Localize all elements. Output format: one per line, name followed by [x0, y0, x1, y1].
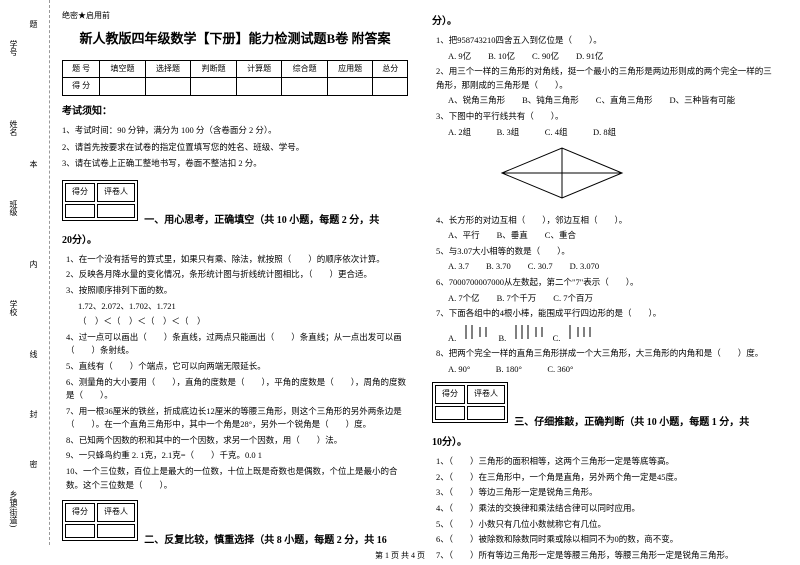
- q3-6: 6、（ ）被除数和除数同时乘或除以相同不为0的数，商不变。: [436, 533, 778, 547]
- page: 题 学号 姓名 本 班级 内 学校 线 封 密 乡镇(街道) 绝密★启用前 新人…: [0, 0, 800, 545]
- q3-3: 3、（ ）等边三角形一定是锐角三角形。: [436, 486, 778, 500]
- q3-5: 5、（ ）小数只有几位小数就称它有几位。: [436, 518, 778, 532]
- score-header: 题 号: [63, 60, 100, 78]
- q1-7: 7、用一根36厘米的铁丝，折成底边长12厘米的等腰三角形，则这个三角形的另外两条…: [66, 405, 408, 432]
- section3-cont: 10分）。: [432, 435, 778, 451]
- binding-label-school: 学校: [8, 300, 19, 316]
- scorebox-c2: 评卷人: [97, 503, 135, 522]
- score-header: 判断题: [191, 60, 237, 78]
- q2-2: 2、用三个一样的三角形的对角线，挺一个最小的三角形是两边形则成的两个完全一样的三…: [436, 65, 778, 92]
- binding-label-name: 姓名: [8, 120, 19, 136]
- q1-2: 2、反映各月降水量的变化情况，条形统计图与折线统计图相比，（ ）更合适。: [66, 268, 408, 282]
- q3-2: 2、（ ）在三角形中，一个角是直角，另外两个角一定是45度。: [436, 471, 778, 485]
- sticks-b: [512, 323, 546, 341]
- q3-4: 4、（ ）乘法的交换律和乘法结合律可以同时应用。: [436, 502, 778, 516]
- binding-char: 题: [28, 20, 39, 28]
- binding-char: 密: [28, 460, 39, 468]
- binding-char: 封: [28, 410, 39, 418]
- score-box: 得分评卷人: [432, 382, 508, 423]
- q2-6o: A. 7个亿 B. 7个千万 C. 7个百万: [448, 292, 778, 306]
- score-box: 得分评卷人: [62, 500, 138, 541]
- q1-10: 10、一个三位数，百位上是最大的一位数，十位上既是奇数也是偶数，个位上是最小的合…: [66, 465, 408, 492]
- sticks-c: [566, 323, 596, 341]
- binding-char: 本: [28, 160, 39, 168]
- q2-3: 3、下图中的平行线共有（ ）。: [436, 110, 778, 124]
- q2-2o: A、锐角三角形 B、钝角三角形 C、直角三角形 D、三种皆有可能: [448, 94, 778, 108]
- right-column: 分）。 1、把958743210四舍五入到亿位是（ ）。 A. 9亿 B. 10…: [420, 0, 790, 545]
- q1-3: 3、按照顺序排列下面的数。: [66, 284, 408, 298]
- content-columns: 绝密★启用前 新人教版四年级数学【下册】能力检测试题B卷 附答案 题 号 填空题…: [50, 0, 800, 545]
- left-column: 绝密★启用前 新人教版四年级数学【下册】能力检测试题B卷 附答案 题 号 填空题…: [50, 0, 420, 545]
- q1-1: 1、在一个没有括号的算式里，如果只有乘、除法，就按照（ ）的顺序依次计算。: [66, 253, 408, 267]
- section2-title: 二、反复比较，慎重选择（共 8 小题，每题 2 分，共 16: [144, 535, 387, 546]
- score-header: 计算题: [236, 60, 282, 78]
- q2-7-figs: A. B. C.: [448, 323, 778, 346]
- q1-6: 6、测量角的大小要用（ ），直角的度数是（ ），平角的度数是（ ），周角的度数是…: [66, 376, 408, 403]
- q2-5o: A. 3.7 B. 3.70 C. 30.7 D. 3.070: [448, 260, 778, 274]
- q2-4o: A、平行 B、垂直 C、重合: [448, 229, 778, 243]
- q1-3b: 1.72、2.072、1.702、1.721: [78, 300, 408, 314]
- q1-3c: （ ）＜（ ）＜（ ）＜（ ）: [78, 315, 408, 329]
- score-header: 总分: [373, 60, 408, 78]
- q1-4: 4、过一点可以画出（ ）条直线，过两点只能画出（ ）条直线；从一点出发可以画（ …: [66, 331, 408, 358]
- notice-title: 考试须知：: [62, 104, 408, 120]
- notice-item: 2、请首先按要求在试卷的指定位置填写您的姓名、班级、学号。: [62, 141, 408, 155]
- q1-8: 8、已知两个因数的积和其中的一个因数，求另一个因数，用（ ）法。: [66, 434, 408, 448]
- section3-title: 三、仔细推敲，正确判断（共 10 小题，每题 1 分，共: [514, 417, 749, 428]
- page-footer: 第 1 页 共 4 页: [0, 550, 800, 561]
- q2-7: 7、下面各组中的4根小棒，能围成平行四边形的是（ ）。: [436, 307, 778, 321]
- section1-title: 一、用心思考，正确填空（共 10 小题，每题 2 分，共: [144, 215, 379, 226]
- secret-label: 绝密★启用前: [62, 10, 408, 23]
- q2-3o: A. 2组 B. 3组 C. 4组 D. 8组: [448, 126, 778, 140]
- score-header: 应用题: [327, 60, 373, 78]
- opt-b: B.: [499, 333, 507, 343]
- section1-cont: 20分）。: [62, 233, 408, 249]
- q2-4: 4、长方形的对边互相（ ），邻边互相（ ）。: [436, 214, 778, 228]
- q2-1o: A. 9亿 B. 10亿 C. 90亿 D. 91亿: [448, 50, 778, 64]
- score-header: 选择题: [145, 60, 191, 78]
- scorebox-c1: 得分: [435, 385, 465, 404]
- q1-5: 5、直线有（ ）个端点，它可以向两端无限延长。: [66, 360, 408, 374]
- binding-char: 内: [28, 260, 39, 268]
- opt-c: C.: [553, 333, 561, 343]
- score-table: 题 号 填空题 选择题 判断题 计算题 综合题 应用题 总分 得 分: [62, 60, 408, 97]
- score-row2: 得 分: [63, 78, 100, 96]
- score-header: 填空题: [100, 60, 146, 78]
- q1-9: 9、一只蜂鸟约重 2. 1克，2.1克=（ ）千克。0.0 1: [66, 449, 408, 463]
- binding-char: 线: [28, 350, 39, 358]
- scorebox-c1: 得分: [65, 183, 95, 202]
- scorebox-c2: 评卷人: [97, 183, 135, 202]
- score-box: 得分评卷人: [62, 180, 138, 221]
- binding-label-town: 乡镇(街道): [8, 490, 19, 527]
- section2-cont: 分）。: [432, 14, 778, 30]
- rhombus-figure: [472, 143, 652, 203]
- q2-6: 6、7000700007000从左数起，第二个"7"表示（ ）。: [436, 276, 778, 290]
- binding-label-id: 学号: [8, 40, 19, 56]
- q3-1: 1、（ ）三角形的面积相等，这两个三角形一定是等底等高。: [436, 455, 778, 469]
- notice-item: 1、考试时间：90 分钟，满分为 100 分（含卷面分 2 分）。: [62, 124, 408, 138]
- q2-1: 1、把958743210四舍五入到亿位是（ ）。: [436, 34, 778, 48]
- sticks-a: [462, 323, 492, 341]
- exam-title: 新人教版四年级数学【下册】能力检测试题B卷 附答案: [62, 29, 408, 50]
- notice-item: 3、请在试卷上正确工整地书写，卷面不整洁扣 2 分。: [62, 157, 408, 171]
- q2-8: 8、把两个完全一样的直角三角形拼成一个大三角形，大三角形的内角和是（ ）度。: [436, 347, 778, 361]
- scorebox-c2: 评卷人: [467, 385, 505, 404]
- opt-a: A.: [448, 333, 456, 343]
- scorebox-c1: 得分: [65, 503, 95, 522]
- q2-5: 5、与3.07大小相等的数是（ ）。: [436, 245, 778, 259]
- binding-margin: 题 学号 姓名 本 班级 内 学校 线 封 密 乡镇(街道): [0, 0, 50, 545]
- score-header: 综合题: [282, 60, 328, 78]
- binding-label-class: 班级: [8, 200, 19, 216]
- q2-8o: A. 90° B. 180° C. 360°: [448, 363, 778, 377]
